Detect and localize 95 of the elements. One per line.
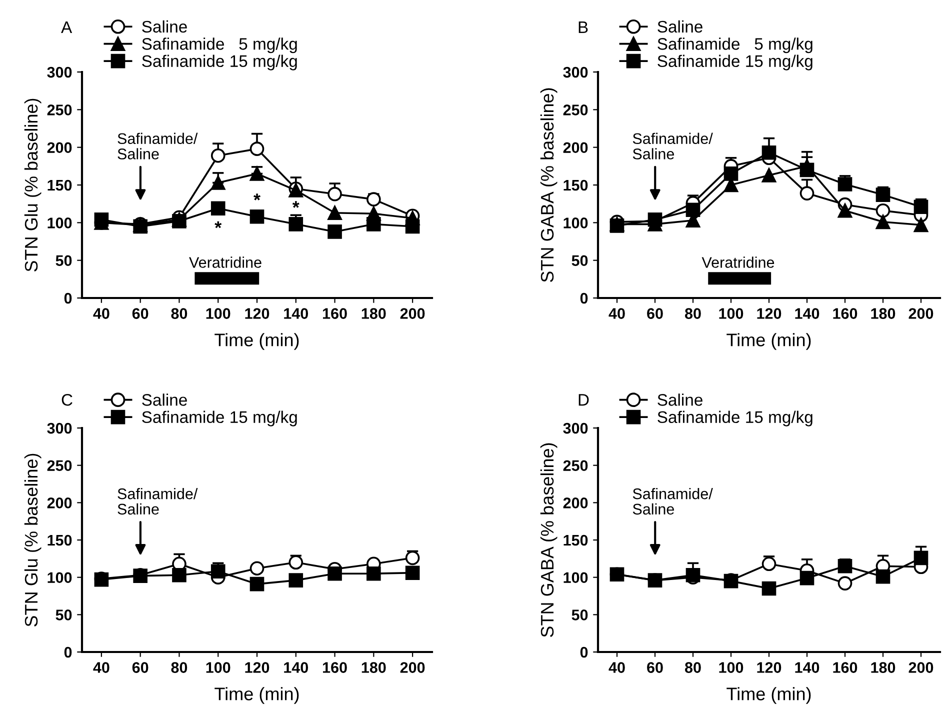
y-tick-label: 0 bbox=[64, 292, 72, 304]
annotation: Safinamide/ Saline bbox=[118, 488, 198, 515]
y-tick-label: 150 bbox=[564, 180, 588, 191]
x-tick-label: 120 bbox=[757, 662, 782, 673]
y-axis-title: STN GABA (% baseline) bbox=[540, 88, 558, 282]
x-tick-label: 60 bbox=[132, 308, 148, 319]
y-tick-label: 100 bbox=[48, 218, 72, 228]
x-tick-label: 160 bbox=[322, 662, 347, 673]
chart-title: A bbox=[61, 22, 72, 33]
chart-title: D bbox=[578, 394, 589, 406]
x-tick-label: 160 bbox=[322, 308, 347, 319]
x-tick-label: 60 bbox=[647, 662, 663, 673]
annotation: Safinamide/ Saline bbox=[118, 132, 198, 160]
chart-title: C bbox=[62, 394, 72, 406]
x-tick-label: 100 bbox=[719, 662, 744, 673]
x-tick-label: 40 bbox=[608, 308, 625, 319]
x-tick-label: 180 bbox=[362, 662, 386, 673]
x-axis-title: Time (min) bbox=[726, 333, 811, 350]
x-tick-label: 120 bbox=[245, 662, 270, 673]
y-tick-label: 250 bbox=[47, 104, 72, 116]
legend-label: Safinamide 15 mg/kg bbox=[658, 410, 812, 426]
x-tick-label: 200 bbox=[400, 662, 425, 673]
y-tick-label: 50 bbox=[56, 610, 72, 620]
x-tick-label: 140 bbox=[795, 308, 820, 319]
y-tick-label: 300 bbox=[47, 422, 72, 434]
annotation: * bbox=[254, 194, 260, 200]
x-tick-label: 100 bbox=[206, 308, 230, 319]
legend-label: Safinamide 15 mg/kg bbox=[142, 54, 297, 70]
x-tick-label: 40 bbox=[608, 662, 625, 673]
y-axis-title: STN Glu (% baseline) bbox=[24, 454, 42, 626]
annotation: * bbox=[214, 221, 222, 228]
y-tick-label: 200 bbox=[563, 142, 588, 154]
y-tick-label: 250 bbox=[47, 460, 72, 472]
x-tick-label: 80 bbox=[171, 662, 188, 673]
x-axis-title: Time (min) bbox=[214, 333, 299, 350]
y-tick-label: 100 bbox=[564, 218, 588, 228]
legend-label: Safinamide 5 mg/kg bbox=[142, 38, 297, 54]
x-tick-label: 180 bbox=[362, 308, 386, 319]
y-tick-label: 50 bbox=[572, 255, 588, 266]
y-tick-label: 250 bbox=[563, 460, 588, 472]
legend-label: Safinamide 15 mg/kg bbox=[658, 54, 812, 70]
x-tick-label: 140 bbox=[795, 662, 820, 673]
x-tick-label: 80 bbox=[684, 308, 701, 319]
legend-label: Safinamide 5 mg/kg bbox=[658, 38, 812, 54]
y-tick-label: 200 bbox=[563, 498, 588, 508]
y-tick-label: 150 bbox=[564, 534, 588, 546]
x-tick-label: 120 bbox=[757, 308, 782, 319]
x-tick-label: 120 bbox=[245, 308, 270, 319]
annotation: Veratridine bbox=[189, 256, 262, 268]
y-tick-label: 300 bbox=[563, 66, 588, 78]
x-tick-label: 60 bbox=[647, 308, 663, 319]
y-axis-title: STN GABA (% baseline) bbox=[540, 443, 558, 638]
y-axis-title: STN Glu (% baseline) bbox=[24, 98, 42, 272]
y-tick-label: 250 bbox=[563, 104, 588, 116]
y-tick-label: 0 bbox=[580, 646, 588, 658]
x-tick-label: 160 bbox=[833, 662, 858, 673]
x-tick-label: 80 bbox=[171, 308, 188, 319]
x-tick-label: 60 bbox=[132, 662, 148, 673]
x-tick-label: 200 bbox=[908, 308, 934, 319]
y-tick-label: 150 bbox=[48, 534, 72, 546]
y-tick-label: 300 bbox=[563, 422, 588, 434]
x-tick-label: 180 bbox=[871, 662, 896, 673]
x-tick-label: 140 bbox=[284, 308, 308, 319]
y-tick-label: 50 bbox=[56, 255, 72, 266]
legend-label: Saline bbox=[658, 394, 702, 406]
annotation: Safinamide/ Saline bbox=[632, 488, 713, 515]
x-tick-label: 40 bbox=[93, 308, 110, 319]
y-tick-label: 150 bbox=[48, 180, 72, 191]
y-tick-label: 300 bbox=[47, 66, 72, 78]
chart-title: B bbox=[578, 22, 588, 33]
y-tick-label: 100 bbox=[48, 572, 72, 584]
y-tick-label: 200 bbox=[47, 142, 72, 154]
y-tick-label: 0 bbox=[64, 646, 72, 658]
x-tick-label: 100 bbox=[206, 662, 230, 673]
y-tick-label: 0 bbox=[580, 292, 588, 304]
x-tick-label: 100 bbox=[719, 308, 744, 319]
y-tick-label: 50 bbox=[572, 610, 588, 620]
legend-label: Saline bbox=[142, 20, 187, 33]
legend-label: Saline bbox=[142, 394, 187, 406]
legend-label: Saline bbox=[658, 20, 702, 33]
x-axis-title: Time (min) bbox=[214, 687, 299, 704]
x-tick-label: 200 bbox=[908, 662, 934, 673]
x-tick-label: 80 bbox=[684, 662, 701, 673]
x-tick-label: 160 bbox=[833, 308, 858, 319]
x-tick-label: 40 bbox=[93, 662, 110, 673]
x-axis-title: Time (min) bbox=[726, 687, 811, 704]
legend-label: Safinamide 15 mg/kg bbox=[142, 410, 297, 426]
y-tick-label: 100 bbox=[564, 572, 588, 584]
x-tick-label: 200 bbox=[400, 308, 425, 319]
x-tick-label: 180 bbox=[871, 308, 896, 319]
annotation: * bbox=[292, 201, 300, 208]
annotation: Safinamide/ Saline bbox=[632, 132, 713, 160]
x-tick-label: 140 bbox=[284, 662, 308, 673]
annotation: Veratridine bbox=[702, 256, 774, 268]
y-tick-label: 200 bbox=[47, 498, 72, 508]
